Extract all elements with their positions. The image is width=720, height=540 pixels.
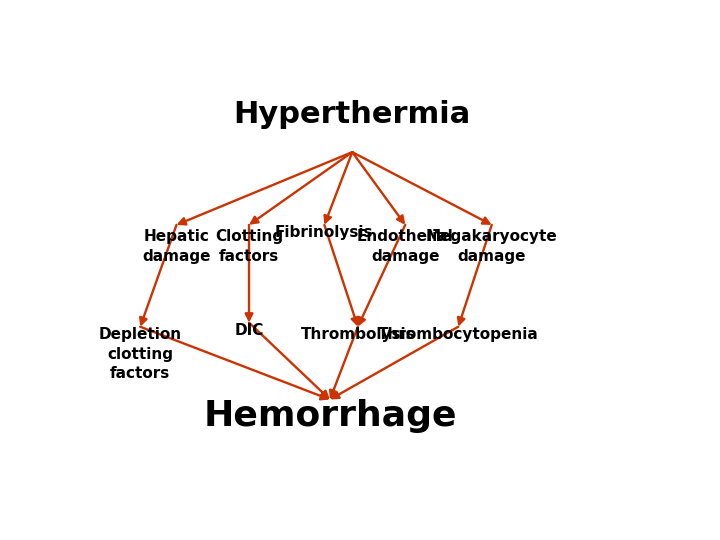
Text: Depletion
clotting
factors: Depletion clotting factors — [99, 327, 181, 381]
Text: Thrombocytopenia: Thrombocytopenia — [378, 327, 539, 342]
Text: Clotting
factors: Clotting factors — [215, 229, 283, 264]
Text: Fibrinolysis: Fibrinolysis — [275, 225, 374, 240]
Text: Hepatic
damage: Hepatic damage — [143, 229, 211, 264]
Text: DIC: DIC — [234, 322, 264, 338]
Text: Thrombolysis: Thrombolysis — [300, 327, 415, 342]
Text: Hemorrhage: Hemorrhage — [203, 399, 456, 433]
Text: Megakaryocyte
damage: Megakaryocyte damage — [426, 229, 557, 264]
Text: Hyperthermia: Hyperthermia — [233, 100, 471, 129]
Text: Endothelial
damage: Endothelial damage — [357, 229, 454, 264]
